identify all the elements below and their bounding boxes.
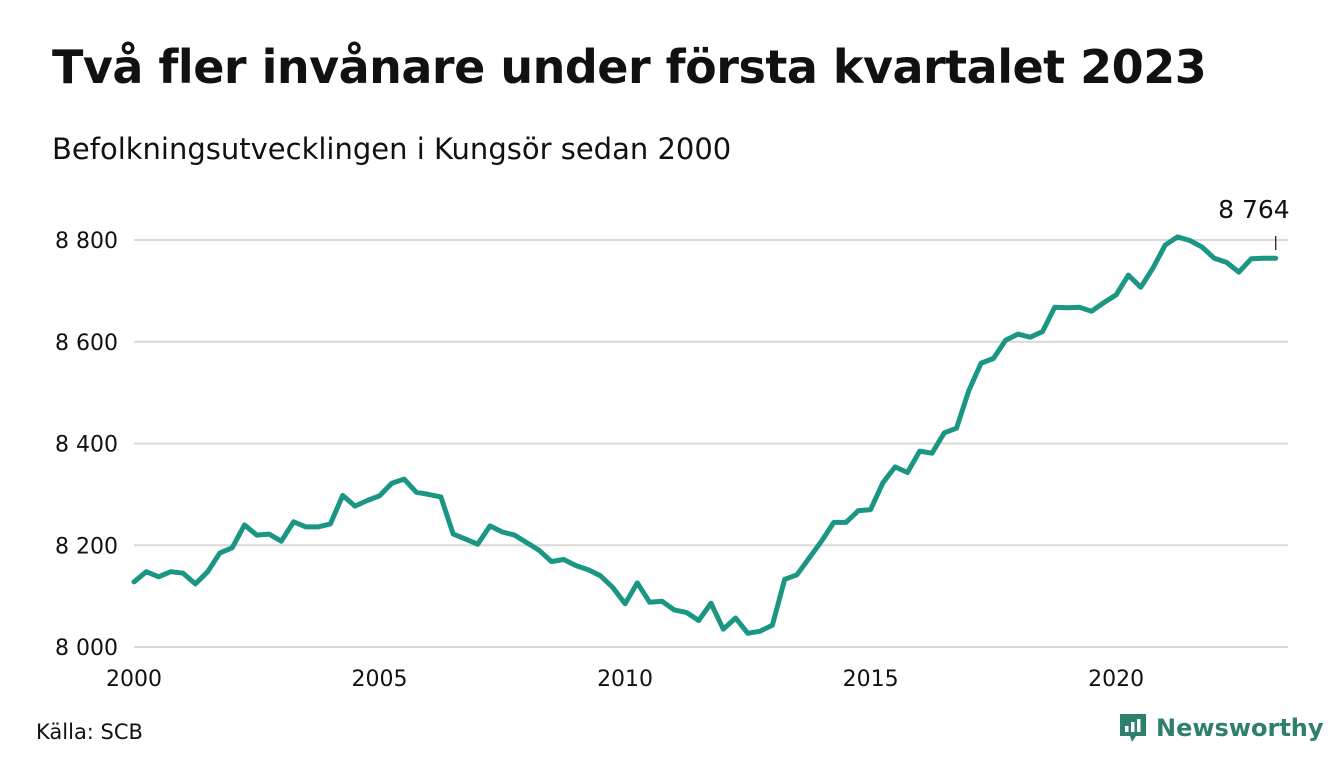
y-tick-label: 8 200: [55, 534, 118, 559]
end-annotation: 8 764: [1218, 195, 1290, 250]
series-line: [131, 234, 1279, 636]
x-tick-label: 2000: [106, 667, 162, 692]
y-tick-label: 8 600: [55, 331, 118, 356]
y-axis-tick-labels: 8 000 8 200 8 400 8 600 8 800: [55, 229, 118, 661]
chart-title: Två fler invånare under första kvartalet…: [52, 40, 1207, 94]
brand-name: Newsworthy: [1156, 714, 1324, 742]
end-value-label: 8 764: [1218, 195, 1290, 224]
series-line-group: [131, 234, 1279, 636]
y-tick-label: 8 400: [55, 433, 118, 458]
newsworthy-logo-icon: [1120, 714, 1146, 742]
chart-subtitle: Befolkningsutvecklingen i Kungsör sedan …: [52, 132, 732, 166]
gridlines: [134, 239, 1288, 648]
x-tick-label: 2005: [352, 667, 408, 692]
y-tick-label: 8 800: [55, 229, 118, 254]
x-tick-label: 2020: [1088, 667, 1144, 692]
source-note: Källa: SCB: [36, 720, 143, 744]
brand-logo: Newsworthy: [1118, 712, 1324, 744]
x-tick-label: 2015: [843, 667, 899, 692]
x-axis-tick-labels: 2000 2005 2010 2015 2020: [106, 667, 1144, 692]
y-tick-label: 8 000: [55, 636, 118, 661]
x-tick-label: 2010: [597, 667, 653, 692]
